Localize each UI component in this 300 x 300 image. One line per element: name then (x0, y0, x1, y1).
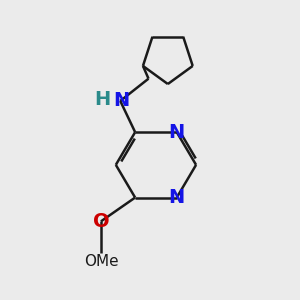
Text: O: O (93, 212, 109, 231)
Text: H: H (94, 90, 111, 109)
Text: N: N (169, 188, 185, 207)
Text: N: N (169, 123, 185, 142)
Text: OMe: OMe (84, 254, 118, 269)
Text: N: N (114, 92, 130, 110)
